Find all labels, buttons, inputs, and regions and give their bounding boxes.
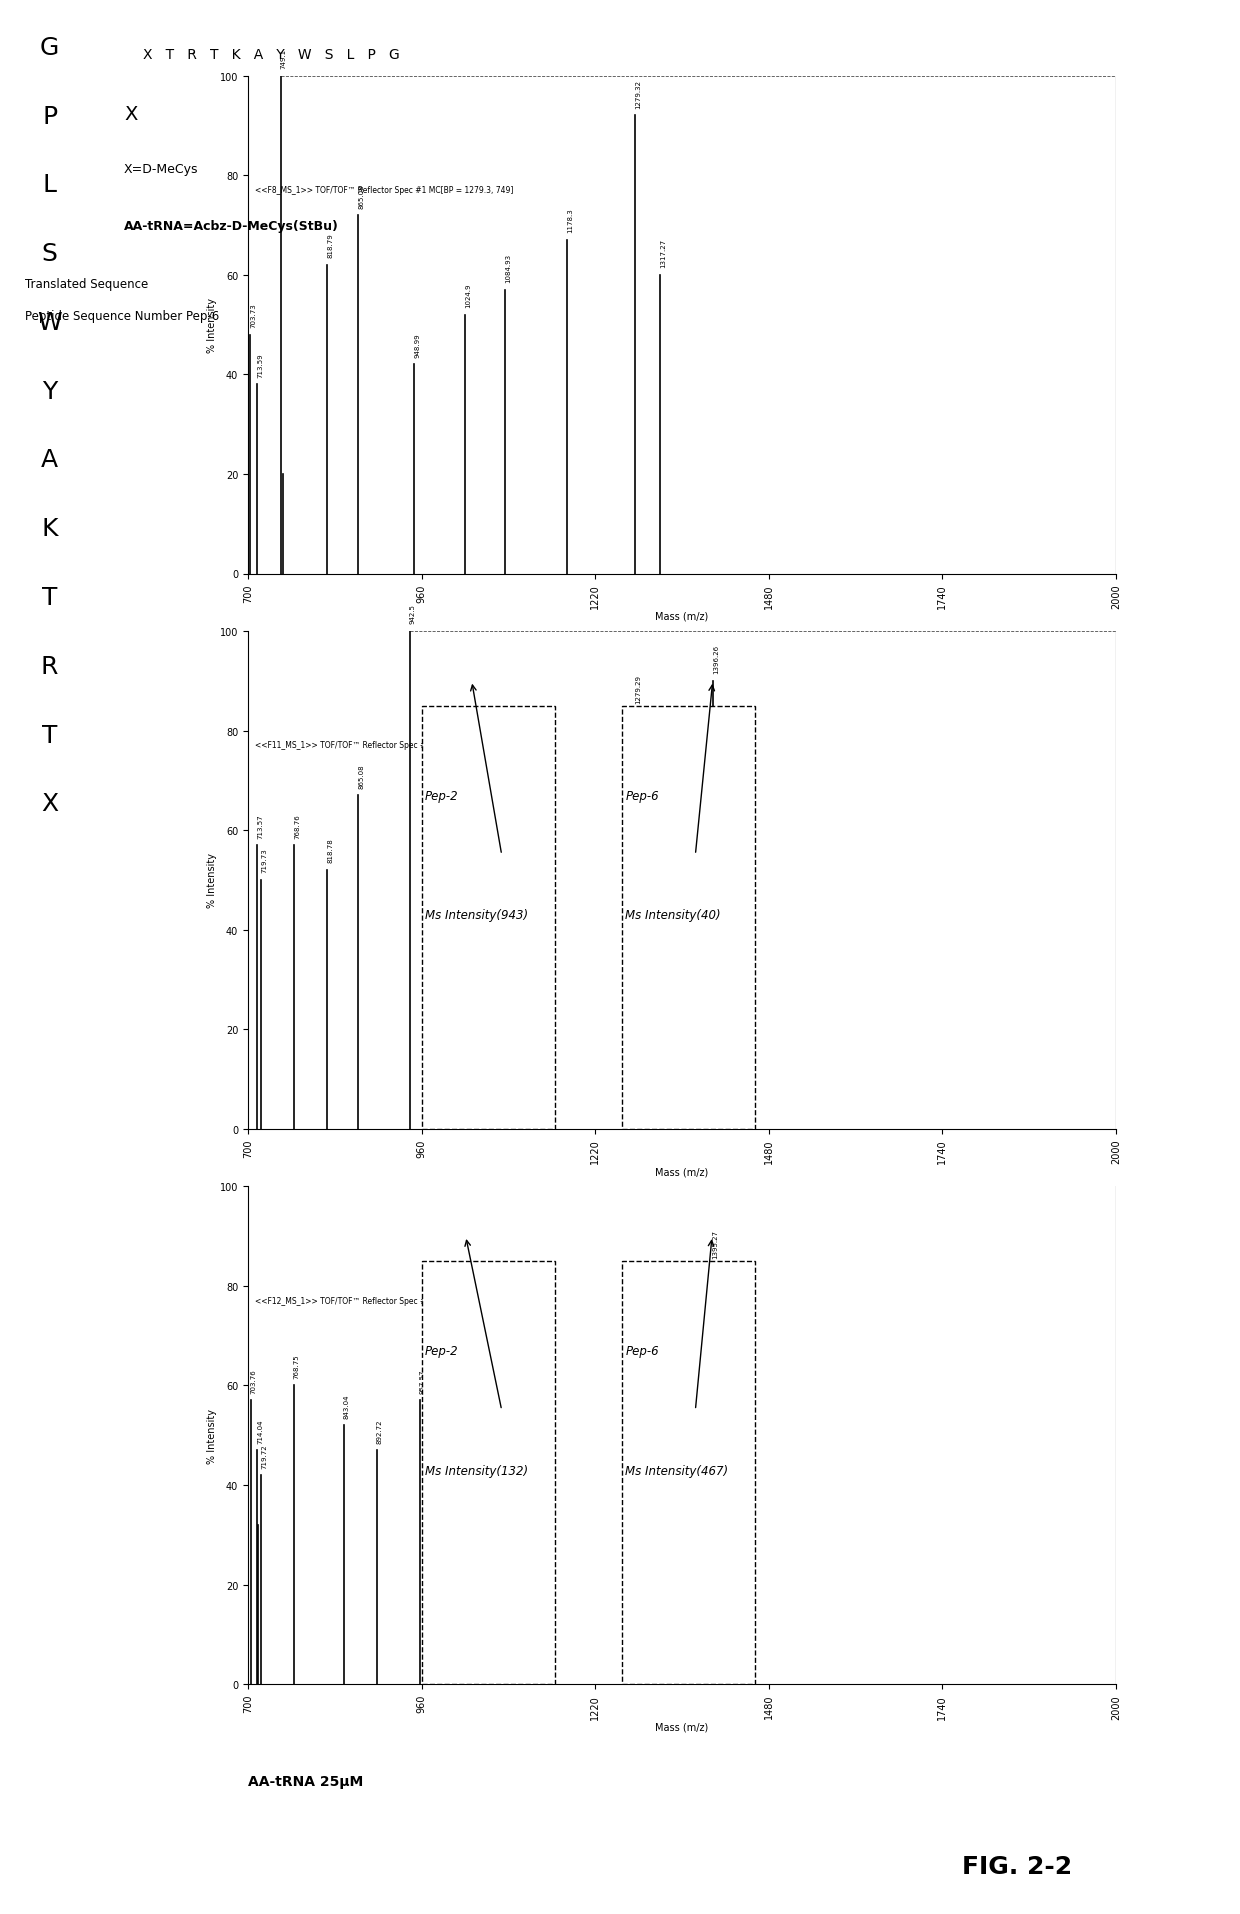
Text: Ms Intensity(943): Ms Intensity(943) — [425, 909, 528, 923]
Text: X   T   R   T   K   A   Y   W   S   L   P   G: X T R T K A Y W S L P G — [143, 48, 399, 61]
Text: Pep-6: Pep-6 — [625, 789, 658, 802]
Text: 768.75: 768.75 — [294, 1353, 300, 1378]
Text: Ms Intensity(467): Ms Intensity(467) — [625, 1464, 728, 1478]
Text: S: S — [42, 241, 57, 266]
Text: X: X — [124, 105, 138, 124]
Bar — [622, 706, 755, 1129]
Text: Y: Y — [42, 379, 57, 404]
Text: Ms Intensity(40): Ms Intensity(40) — [625, 909, 720, 923]
X-axis label: Mass (m/z): Mass (m/z) — [656, 611, 708, 622]
Text: 703.76: 703.76 — [250, 1369, 257, 1393]
Text: 865.08: 865.08 — [358, 184, 365, 209]
Text: Ms Intensity(132): Ms Intensity(132) — [425, 1464, 528, 1478]
Text: R: R — [41, 655, 58, 678]
Text: 1317.22: 1317.22 — [660, 1365, 666, 1393]
Y-axis label: % Intensity: % Intensity — [207, 854, 217, 907]
Text: 1024.9: 1024.9 — [465, 283, 471, 308]
Text: X: X — [41, 792, 58, 815]
Text: T: T — [42, 723, 57, 746]
Text: P: P — [42, 105, 57, 128]
Text: Pep-2: Pep-2 — [425, 789, 459, 802]
Text: 957.57: 957.57 — [420, 1369, 427, 1393]
Text: FIG. 2-2: FIG. 2-2 — [962, 1855, 1071, 1878]
Text: 892.72: 892.72 — [377, 1418, 383, 1443]
Text: 1434.21: 1434.21 — [738, 1349, 744, 1378]
Text: <<F8_MS_1>> TOF/TOF™ Reflector Spec #1 MC[BP = 1279.3, 749]: <<F8_MS_1>> TOF/TOF™ Reflector Spec #1 M… — [254, 186, 513, 195]
Text: T: T — [42, 586, 57, 611]
Bar — [622, 1261, 755, 1684]
Text: 1279.29: 1279.29 — [635, 676, 641, 704]
Text: 1279.32: 1279.32 — [635, 80, 641, 109]
Text: 1084.8: 1084.8 — [505, 729, 511, 754]
Text: 703.73: 703.73 — [250, 302, 257, 327]
Text: 1084.93: 1084.93 — [505, 255, 511, 283]
Y-axis label: % Intensity: % Intensity — [207, 1409, 217, 1462]
Text: 843.04: 843.04 — [343, 1393, 350, 1418]
Text: 942.5: 942.5 — [410, 605, 415, 624]
Text: W: W — [37, 310, 62, 335]
Text: Pep-6: Pep-6 — [625, 1344, 658, 1357]
Text: K: K — [41, 517, 58, 542]
Text: 948.99: 948.99 — [414, 333, 420, 358]
Text: <<F12_MS_1>> TOF/TOF™ Reflector Spec #1 MC[BP = 1396.3, 469]: <<F12_MS_1>> TOF/TOF™ Reflector Spec #1 … — [254, 1296, 518, 1305]
Text: 1317.23: 1317.23 — [660, 810, 666, 838]
Text: A: A — [41, 448, 58, 473]
Text: 1395.27: 1395.27 — [712, 1231, 718, 1259]
Text: 818.78: 818.78 — [327, 838, 334, 863]
Text: 713.57: 713.57 — [257, 813, 263, 838]
Text: 749.1: 749.1 — [280, 50, 286, 69]
Text: Initiation Readthrough: Initiation Readthrough — [248, 664, 427, 678]
Text: Pep-2: Pep-2 — [425, 1344, 459, 1357]
Text: 719.73: 719.73 — [262, 848, 267, 873]
Text: 865.08: 865.08 — [358, 764, 365, 789]
Text: L: L — [42, 174, 57, 197]
Text: 818.79: 818.79 — [327, 234, 334, 258]
Text: Peptide Sequence Number Pep-6: Peptide Sequence Number Pep-6 — [25, 310, 219, 323]
X-axis label: Mass (m/z): Mass (m/z) — [656, 1721, 708, 1732]
X-axis label: Mass (m/z): Mass (m/z) — [656, 1166, 708, 1177]
Text: G: G — [40, 36, 60, 59]
Bar — [422, 1261, 556, 1684]
Text: 1178.3: 1178.3 — [568, 209, 573, 234]
Text: <<F11_MS_1>> TOF/TOF™ Reflector Spec #1 MC[BP = 1279.3, 942]: <<F11_MS_1>> TOF/TOF™ Reflector Spec #1 … — [254, 741, 517, 750]
Text: Translated Sequence: Translated Sequence — [25, 278, 148, 291]
Text: AA-tRNA=Acbz-D-MeCys(StBu): AA-tRNA=Acbz-D-MeCys(StBu) — [124, 220, 339, 234]
Text: 714.04: 714.04 — [258, 1418, 263, 1443]
Text: 1396.26: 1396.26 — [713, 645, 719, 674]
Text: 1084.79: 1084.79 — [505, 1300, 511, 1328]
Text: 719.72: 719.72 — [262, 1443, 267, 1468]
Text: 1317.27: 1317.27 — [660, 239, 666, 268]
Text: 768.76: 768.76 — [294, 813, 300, 838]
Text: 1279.28: 1279.28 — [635, 1265, 641, 1294]
Text: AA-tRNA 2μM: AA-tRNA 2μM — [248, 1219, 353, 1233]
Bar — [422, 706, 556, 1129]
Y-axis label: % Intensity: % Intensity — [207, 299, 217, 352]
Text: 1026.53: 1026.53 — [466, 1315, 472, 1344]
Text: AA-tRNA 25μM: AA-tRNA 25μM — [248, 1774, 363, 1788]
Text: 713.59: 713.59 — [257, 352, 263, 377]
Text: X=D-MeCys: X=D-MeCys — [124, 163, 198, 176]
Text: 1035.54: 1035.54 — [472, 745, 479, 773]
